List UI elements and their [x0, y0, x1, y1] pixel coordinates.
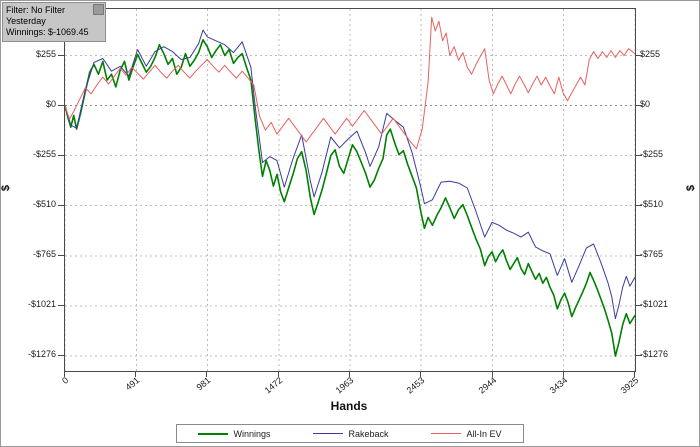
y-axis-tick-label-right: -$255	[640, 148, 664, 159]
y-tick-mark-right	[636, 155, 642, 156]
info-winnings-text: Winnings: $-1069.45	[6, 27, 89, 37]
y-axis-tick-label-left: -$1276	[27, 349, 56, 360]
series-line-rakeback	[65, 29, 635, 320]
series-line-all-in-ev	[65, 16, 635, 150]
allin-ev-line-swatch-icon	[431, 433, 462, 434]
y-tick-mark-right	[636, 205, 642, 206]
y-tick-mark-right	[636, 255, 642, 256]
series-line-winnings	[65, 38, 635, 357]
y-axis-title-left: $	[0, 184, 13, 192]
y-axis-tick-label-left: -$510	[32, 198, 56, 209]
info-box-handle-icon[interactable]	[92, 4, 104, 15]
y-tick-mark-right	[636, 105, 642, 106]
info-filter-text: Filter: No Filter	[6, 5, 66, 15]
y-tick-mark-right	[636, 55, 642, 56]
y-axis-tick-label-right: -$765	[640, 248, 664, 259]
y-axis-tick-label-right: -$1276	[640, 349, 669, 360]
x-tick-mark	[420, 372, 421, 377]
plot-area[interactable]	[64, 8, 636, 372]
y-tick-mark-left	[58, 255, 64, 256]
y-axis-tick-label-right: $0	[640, 98, 651, 109]
x-tick-mark	[349, 372, 350, 377]
y-axis-tick-label-left: $255	[35, 48, 56, 59]
y-tick-mark-left	[58, 305, 64, 306]
x-tick-mark	[492, 372, 493, 377]
x-tick-mark	[278, 372, 279, 377]
x-tick-mark	[206, 372, 207, 377]
legend: Winnings Rakeback All-In EV	[176, 424, 524, 443]
legend-label-winnings: Winnings	[233, 428, 271, 439]
y-axis-tick-label-right: -$510	[640, 198, 664, 209]
y-tick-mark-left	[58, 355, 64, 356]
chart-canvas	[65, 9, 635, 371]
y-axis-tick-label-left: -$255	[32, 148, 56, 159]
legend-item-rakeback[interactable]: Rakeback	[313, 428, 389, 439]
y-axis-tick-label-left: $0	[45, 98, 56, 109]
rakeback-line-swatch-icon	[313, 433, 344, 434]
y-axis-title-right: $	[685, 184, 698, 192]
legend-label-allin-ev: All-In EV	[466, 428, 502, 439]
x-tick-mark	[634, 372, 635, 377]
x-tick-mark	[135, 372, 136, 377]
y-axis-tick-label-right: $255	[640, 48, 661, 59]
y-axis-tick-label-right: -$1021	[640, 299, 669, 310]
info-period-text: Yesterday	[6, 16, 46, 26]
y-tick-mark-left	[58, 55, 64, 56]
y-axis-tick-label-left: -$1021	[27, 299, 56, 310]
x-tick-mark	[64, 372, 65, 377]
x-axis-title: Hands	[330, 399, 368, 413]
legend-label-rakeback: Rakeback	[348, 428, 389, 439]
y-tick-mark-left	[58, 155, 64, 156]
y-tick-mark-right	[636, 305, 642, 306]
y-tick-mark-left	[58, 205, 64, 206]
legend-item-allin-ev[interactable]: All-In EV	[431, 429, 501, 439]
y-axis-tick-label-left: -$765	[32, 248, 56, 259]
legend-item-winnings[interactable]: Winnings	[198, 428, 271, 439]
y-tick-mark-right	[636, 355, 642, 356]
info-box: Filter: No Filter Yesterday Winnings: $-…	[2, 2, 106, 42]
x-tick-mark	[563, 372, 564, 377]
winnings-line-swatch-icon	[198, 432, 229, 435]
y-tick-mark-left	[58, 105, 64, 106]
